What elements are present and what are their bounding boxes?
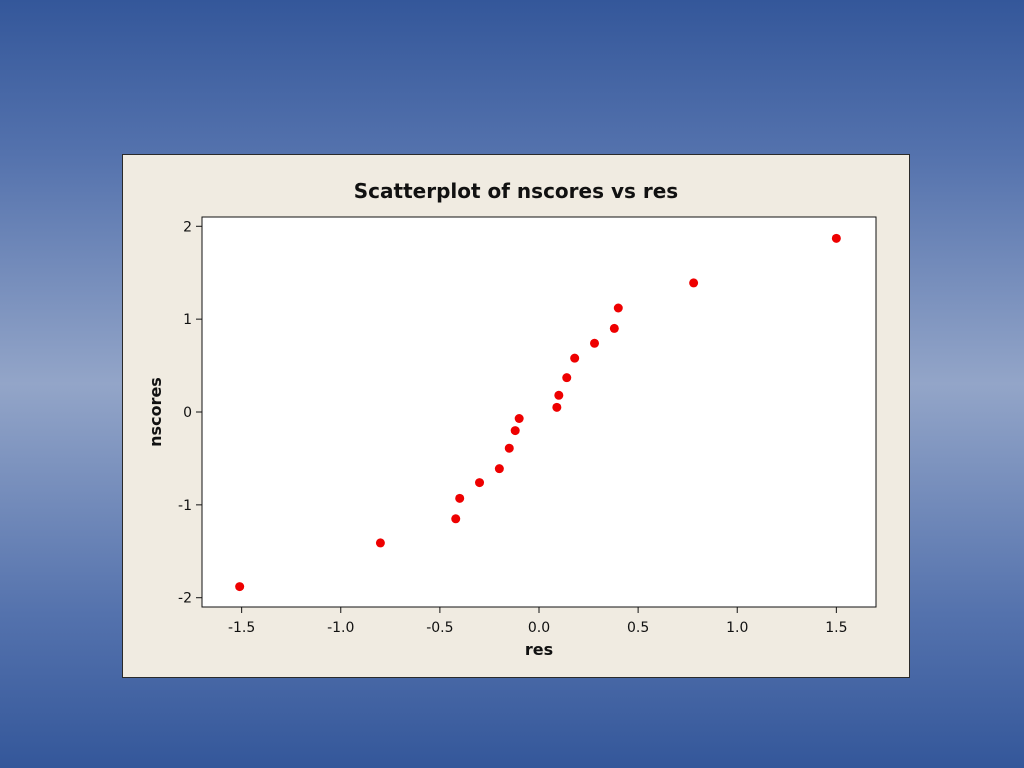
- x-tick-label: 0.5: [627, 620, 649, 636]
- data-point: [552, 402, 562, 412]
- data-point: [831, 233, 841, 243]
- data-point: [510, 426, 520, 436]
- data-point: [689, 278, 699, 288]
- y-tick-label: 1: [183, 312, 192, 328]
- data-point: [494, 464, 504, 474]
- data-point: [235, 582, 245, 592]
- data-point: [475, 478, 485, 488]
- x-tick-label: 0.0: [528, 620, 550, 636]
- data-point: [609, 323, 619, 333]
- data-points: [235, 233, 841, 592]
- plot-area: [201, 216, 877, 608]
- data-point: [514, 414, 524, 423]
- x-tick-label: -1.5: [228, 620, 255, 636]
- x-tick-label: -0.5: [426, 620, 453, 636]
- x-axis-label: res: [525, 640, 553, 659]
- scatter-chart: Scatterplot of nscores vs res -1.5 -1.0 -0…: [146, 179, 877, 659]
- data-point: [570, 353, 580, 363]
- data-point: [451, 514, 461, 524]
- y-axis-label: nscores: [146, 377, 165, 447]
- data-point: [613, 303, 623, 313]
- data-point: [590, 338, 600, 348]
- data-point: [562, 373, 572, 383]
- data-point: [554, 390, 564, 400]
- data-point: [375, 538, 385, 548]
- chart-title: Scatterplot of nscores vs res: [354, 179, 678, 203]
- x-axis-ticks: -1.5 -1.0 -0.5 0.0 0.5 1.0 1.5: [228, 607, 847, 636]
- y-tick-label: 2: [183, 219, 192, 235]
- data-point: [504, 443, 514, 453]
- y-tick-label: -1: [178, 498, 192, 514]
- data-point: [455, 493, 465, 503]
- y-tick-label: -2: [178, 591, 192, 607]
- x-tick-label: -1.0: [327, 620, 354, 636]
- x-tick-label: 1.0: [726, 620, 748, 636]
- y-axis-ticks: -2 -1 0 1 2: [178, 219, 202, 607]
- y-tick-label: 0: [183, 405, 192, 421]
- x-tick-label: 1.5: [825, 620, 847, 636]
- chart-panel: Scatterplot of nscores vs res -1.5 -1.0 -0…: [122, 154, 910, 678]
